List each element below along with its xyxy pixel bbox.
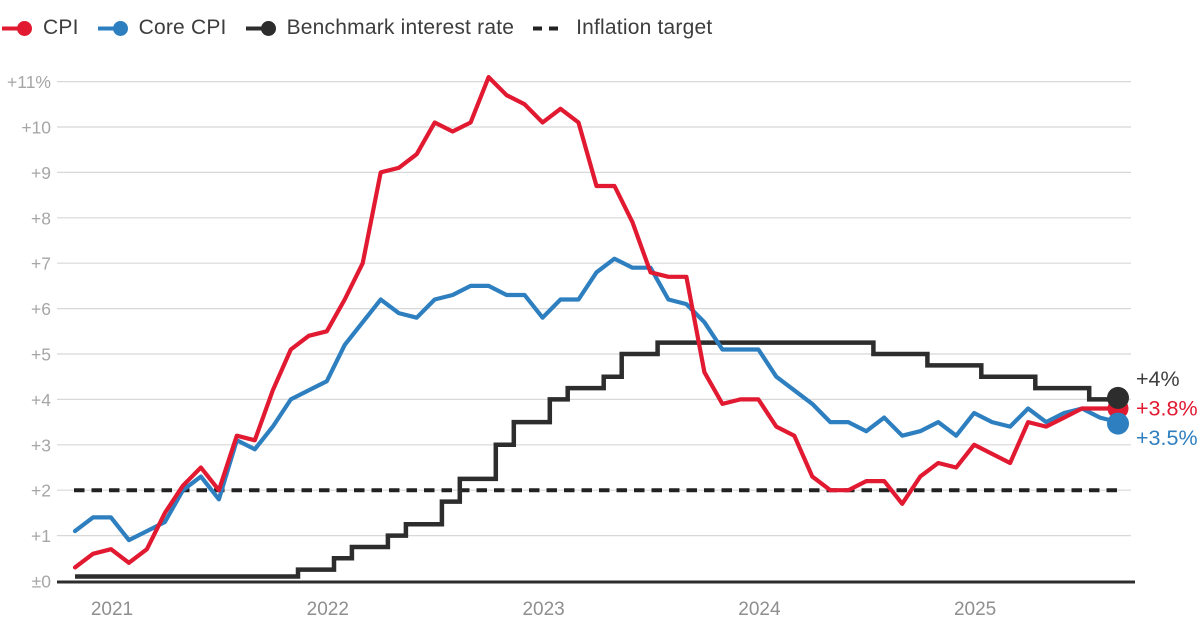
y-axis-tick-label: +10 <box>21 118 51 138</box>
y-axis-tick-label: +6 <box>31 299 51 319</box>
legend-item-cpi: CPI <box>2 16 79 40</box>
y-axis-tick-label: +8 <box>31 208 51 228</box>
chart-legend: CPI Core CPI Benchmark interest rate Inf… <box>2 16 712 40</box>
benchmark-line-dot-icon <box>245 20 276 36</box>
core-cpi-line-dot-icon <box>97 20 128 36</box>
legend-item-benchmark-rate: Benchmark interest rate <box>245 16 515 40</box>
gridlines <box>57 80 1135 584</box>
x-axis-year-label: 2021 <box>91 599 133 620</box>
x-axis-labels: 2021 2022 2023 2024 2025 <box>91 599 996 620</box>
benchmark-end-dot <box>1107 386 1129 409</box>
cpi-line-dot-icon <box>2 20 32 36</box>
cpi-line <box>72 74 1121 570</box>
benchmark-rate-line <box>75 340 1118 579</box>
y-axis-labels: +11% +10 +9 +8 +7 +6 +5 +4 +3 +2 +1 ±0 <box>7 72 51 591</box>
legend-label-inflation-target: Inflation target <box>576 16 713 39</box>
legend-label-benchmark-rate: Benchmark interest rate <box>286 16 515 39</box>
legend-item-core-cpi: Core CPI <box>97 16 227 40</box>
y-axis-tick-label: +1 <box>31 526 51 546</box>
y-axis-tick-label: +7 <box>31 254 51 274</box>
end-labels: +4% +3.8% +3.5% <box>1136 367 1198 450</box>
y-axis-tick-label: +9 <box>31 163 51 183</box>
legend-label-core-cpi: Core CPI <box>138 16 227 39</box>
dashed-line-icon <box>533 26 565 30</box>
data-lines <box>72 74 1121 579</box>
x-axis-year-label: 2024 <box>738 599 781 620</box>
x-axis-year-label: 2025 <box>954 599 996 620</box>
x-axis-year-label: 2022 <box>307 599 349 620</box>
y-axis-tick-label: +3 <box>31 435 51 455</box>
core-cpi-line <box>72 256 1121 543</box>
benchmark-end-label: +4% <box>1136 367 1180 391</box>
end-dots <box>1107 386 1129 435</box>
core-cpi-end-label: +3.5% <box>1136 426 1198 450</box>
legend-label-cpi: CPI <box>43 16 79 39</box>
core-cpi-end-dot <box>1107 412 1129 435</box>
y-axis-tick-label: +11% <box>7 72 51 92</box>
x-axis-year-label: 2023 <box>522 599 564 620</box>
y-axis-tick-label: ±0 <box>32 572 52 592</box>
y-axis-tick-label: +5 <box>31 345 51 365</box>
y-axis-tick-label: +4 <box>31 390 51 410</box>
y-axis-tick-label: +2 <box>31 481 51 501</box>
cpi-end-label: +3.8% <box>1136 397 1198 421</box>
legend-item-inflation-target: Inflation target <box>533 16 712 40</box>
